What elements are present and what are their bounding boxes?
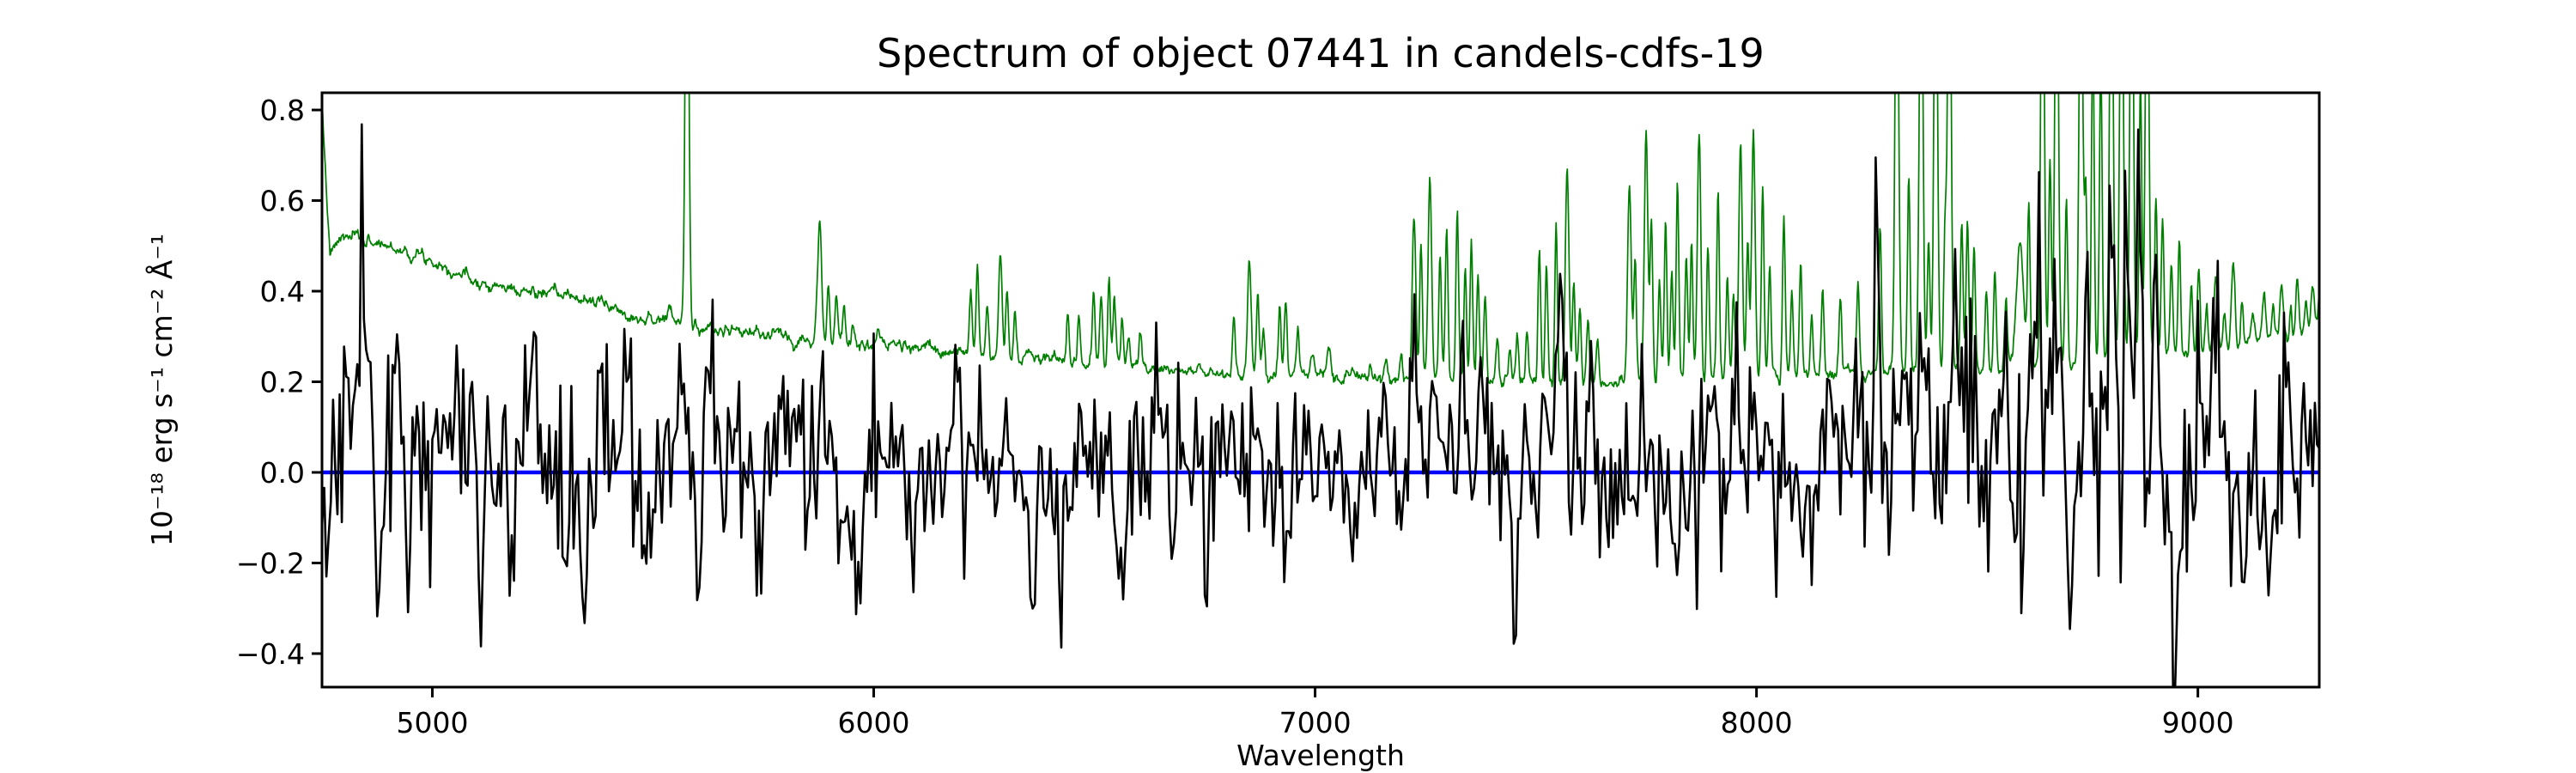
y-tick-label: −0.2 [236,546,305,580]
y-axis-ticks: −0.4 −0.2 0.0 0.2 0.4 0.6 0.8 [236,94,322,671]
sky-spectrum-line [322,93,2319,388]
x-tick-label: 5000 [397,706,469,740]
plot-border [320,91,2321,689]
y-tick-label: 0.4 [260,275,305,308]
x-tick-label: 6000 [838,706,910,740]
y-axis-label: 10⁻¹⁸ erg s⁻¹ cm⁻² Å⁻¹ [144,234,179,546]
x-tick-label: 9000 [2162,706,2234,740]
x-tick-label: 8000 [1721,706,1793,740]
x-tick-label: 7000 [1279,706,1352,740]
x-axis-label: Wavelength [1236,739,1405,772]
object-spectrum-line [322,123,2319,687]
x-axis-ticks: 5000 6000 7000 8000 9000 [397,687,2234,740]
plot-series [322,93,2319,687]
y-tick-label: 0.6 [260,185,305,218]
y-tick-label: 0.2 [260,366,305,399]
chart-title: Spectrum of object 07441 in candels-cdfs… [877,30,1765,76]
y-tick-label: 0.8 [260,94,305,127]
y-tick-label: 0.0 [260,456,305,490]
y-tick-label: −0.4 [236,637,305,671]
